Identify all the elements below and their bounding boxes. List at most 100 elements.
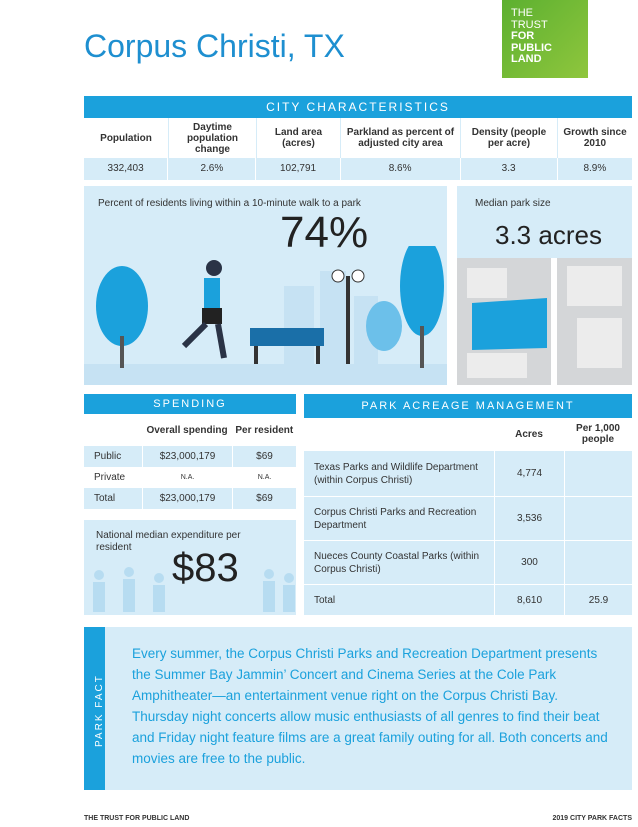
stat-value: 3.3 xyxy=(459,158,557,180)
header-row: Overall spending Per resident xyxy=(84,414,296,446)
stat-value: 332,403 xyxy=(107,163,144,174)
footer-right: 2019 CITY PARK FACTS xyxy=(552,815,633,822)
col-header: Acres xyxy=(515,428,543,440)
spending-row: Private N.A. N.A. xyxy=(84,467,296,488)
fact-strip: PARK FACT xyxy=(84,627,105,790)
tree xyxy=(400,246,444,336)
spending-value: N.A. xyxy=(232,467,296,488)
cell-text: 300 xyxy=(521,557,538,568)
walk-panel: Percent of residents living within a 10-… xyxy=(84,186,447,385)
acreage-value: 4,774 xyxy=(494,451,564,496)
acreage: PARK ACREAGE MANAGEMENT Acres Per 1,000 … xyxy=(304,394,632,615)
road xyxy=(551,258,557,385)
runner-legs xyxy=(181,321,227,359)
lamp xyxy=(351,269,365,283)
section-title: CITY CHARACTERISTICS xyxy=(84,96,632,118)
col-header: Parkland as percent of adjusted city are… xyxy=(340,118,460,158)
logo-line: TRUST xyxy=(511,18,548,31)
logo-line: PUBLIC xyxy=(511,41,552,54)
park-fact: PARK FACT Every summer, the Corpus Chris… xyxy=(84,627,632,790)
header-row: Population Daytime population change Land … xyxy=(84,118,632,158)
cell-text: Total xyxy=(314,594,336,606)
bench-leg xyxy=(254,346,258,364)
acreage-value xyxy=(564,541,632,584)
acreage-value: 3,536 xyxy=(494,497,564,540)
city-title: Corpus Christi, TX xyxy=(84,28,345,64)
building xyxy=(320,271,346,366)
tree-trunk xyxy=(420,326,424,368)
acreage-row: Total 8,610 25.9 xyxy=(304,584,632,615)
median-panel: Median park size 3.3 acres xyxy=(457,186,632,385)
col-header: Per resident xyxy=(231,424,296,436)
lamp-post xyxy=(346,276,350,364)
people-pattern xyxy=(93,567,295,612)
block xyxy=(567,266,622,306)
acreage-row: Texas Parks and Wildlife Department (wit… xyxy=(304,450,632,496)
spending-row: Total $23,000,179 $69 xyxy=(84,488,296,509)
col-header: Growth since 2010 xyxy=(557,118,632,158)
city-characteristics: CITY CHARACTERISTICS Population Daytime p… xyxy=(84,96,632,180)
col-header: Land area (acres) xyxy=(256,118,340,158)
value-row: 332,403 2.6% 102,791 8.6% 3.3 8.9% xyxy=(84,158,632,180)
logo-line: LAND xyxy=(511,53,542,65)
acreage-value: 8,610 xyxy=(494,585,564,615)
spending-value: $69 xyxy=(232,488,296,509)
cell-text: 25.9 xyxy=(588,594,609,606)
stat-value: 8.9% xyxy=(556,158,632,180)
col-header: Density (people per acre) xyxy=(460,118,557,158)
row-label: Private xyxy=(94,472,126,483)
cell-text: Corpus Christi Parks and Recreation Depa… xyxy=(314,506,477,531)
building xyxy=(284,286,314,366)
logo: THE TRUST FOR PUBLIC LAND xyxy=(502,0,588,78)
acreage-value xyxy=(564,497,632,540)
median-value: 3.3 acres xyxy=(495,220,602,250)
runner-head xyxy=(206,260,222,276)
acreage-value: 300 xyxy=(494,541,564,584)
logo-text: THE TRUST FOR PUBLIC LAND xyxy=(511,7,552,66)
spending-value: $69 xyxy=(232,446,296,467)
national-panel: National median expenditure per resident… xyxy=(84,520,296,615)
block xyxy=(577,318,622,368)
walk-value: 74% xyxy=(280,208,369,257)
park xyxy=(472,298,547,350)
bench xyxy=(250,328,324,346)
row-label: Texas Parks and Wildlife Department (wit… xyxy=(304,451,494,496)
spending: SPENDING Overall spending Per resident P… xyxy=(84,394,296,512)
stat-value: 2.6% xyxy=(167,158,255,180)
col-header: Daytime population change xyxy=(168,118,256,158)
col-header: Population xyxy=(100,132,152,144)
bench-leg xyxy=(316,346,320,364)
row-label: Corpus Christi Parks and Recreation Depa… xyxy=(304,497,494,540)
cell-text: Nueces County Coastal Parks (within Corp… xyxy=(314,550,480,575)
row-label: Total xyxy=(304,585,494,615)
runner-shorts xyxy=(202,308,222,324)
col-header: Per 1,000 people xyxy=(576,423,620,445)
lamp xyxy=(331,269,345,283)
tree xyxy=(366,301,402,351)
acreage-value: 25.9 xyxy=(564,585,632,615)
stat-value: 102,791 xyxy=(255,158,339,180)
national-label: National median expenditure per resident xyxy=(96,530,241,553)
cell-text: Texas Parks and Wildlife Department (wit… xyxy=(314,461,478,486)
cell-text: 3,536 xyxy=(516,513,543,524)
runner-body xyxy=(204,278,220,308)
spending-value: N.A. xyxy=(142,467,232,488)
block xyxy=(467,353,527,378)
cell-text: 4,774 xyxy=(516,468,543,479)
tree-trunk xyxy=(120,336,124,368)
section-title: PARK ACREAGE MANAGEMENT xyxy=(304,394,632,418)
spending-value: $23,000,179 xyxy=(142,446,232,467)
ground xyxy=(84,364,447,385)
footer-left: THE TRUST FOR PUBLIC LAND xyxy=(84,815,190,822)
fact-text: Every summer, the Corpus Christi Parks a… xyxy=(132,646,608,766)
acreage-row: Nueces County Coastal Parks (within Corp… xyxy=(304,540,632,584)
median-label: Median park size xyxy=(475,198,551,209)
logo-line: FOR xyxy=(511,30,535,42)
row-label: Total xyxy=(94,493,116,504)
spending-row: Public $23,000,179 $69 xyxy=(84,446,296,467)
walk-illustration xyxy=(84,246,447,385)
acreage-value xyxy=(564,451,632,496)
tree xyxy=(96,266,148,346)
spending-value: $23,000,179 xyxy=(142,488,232,509)
